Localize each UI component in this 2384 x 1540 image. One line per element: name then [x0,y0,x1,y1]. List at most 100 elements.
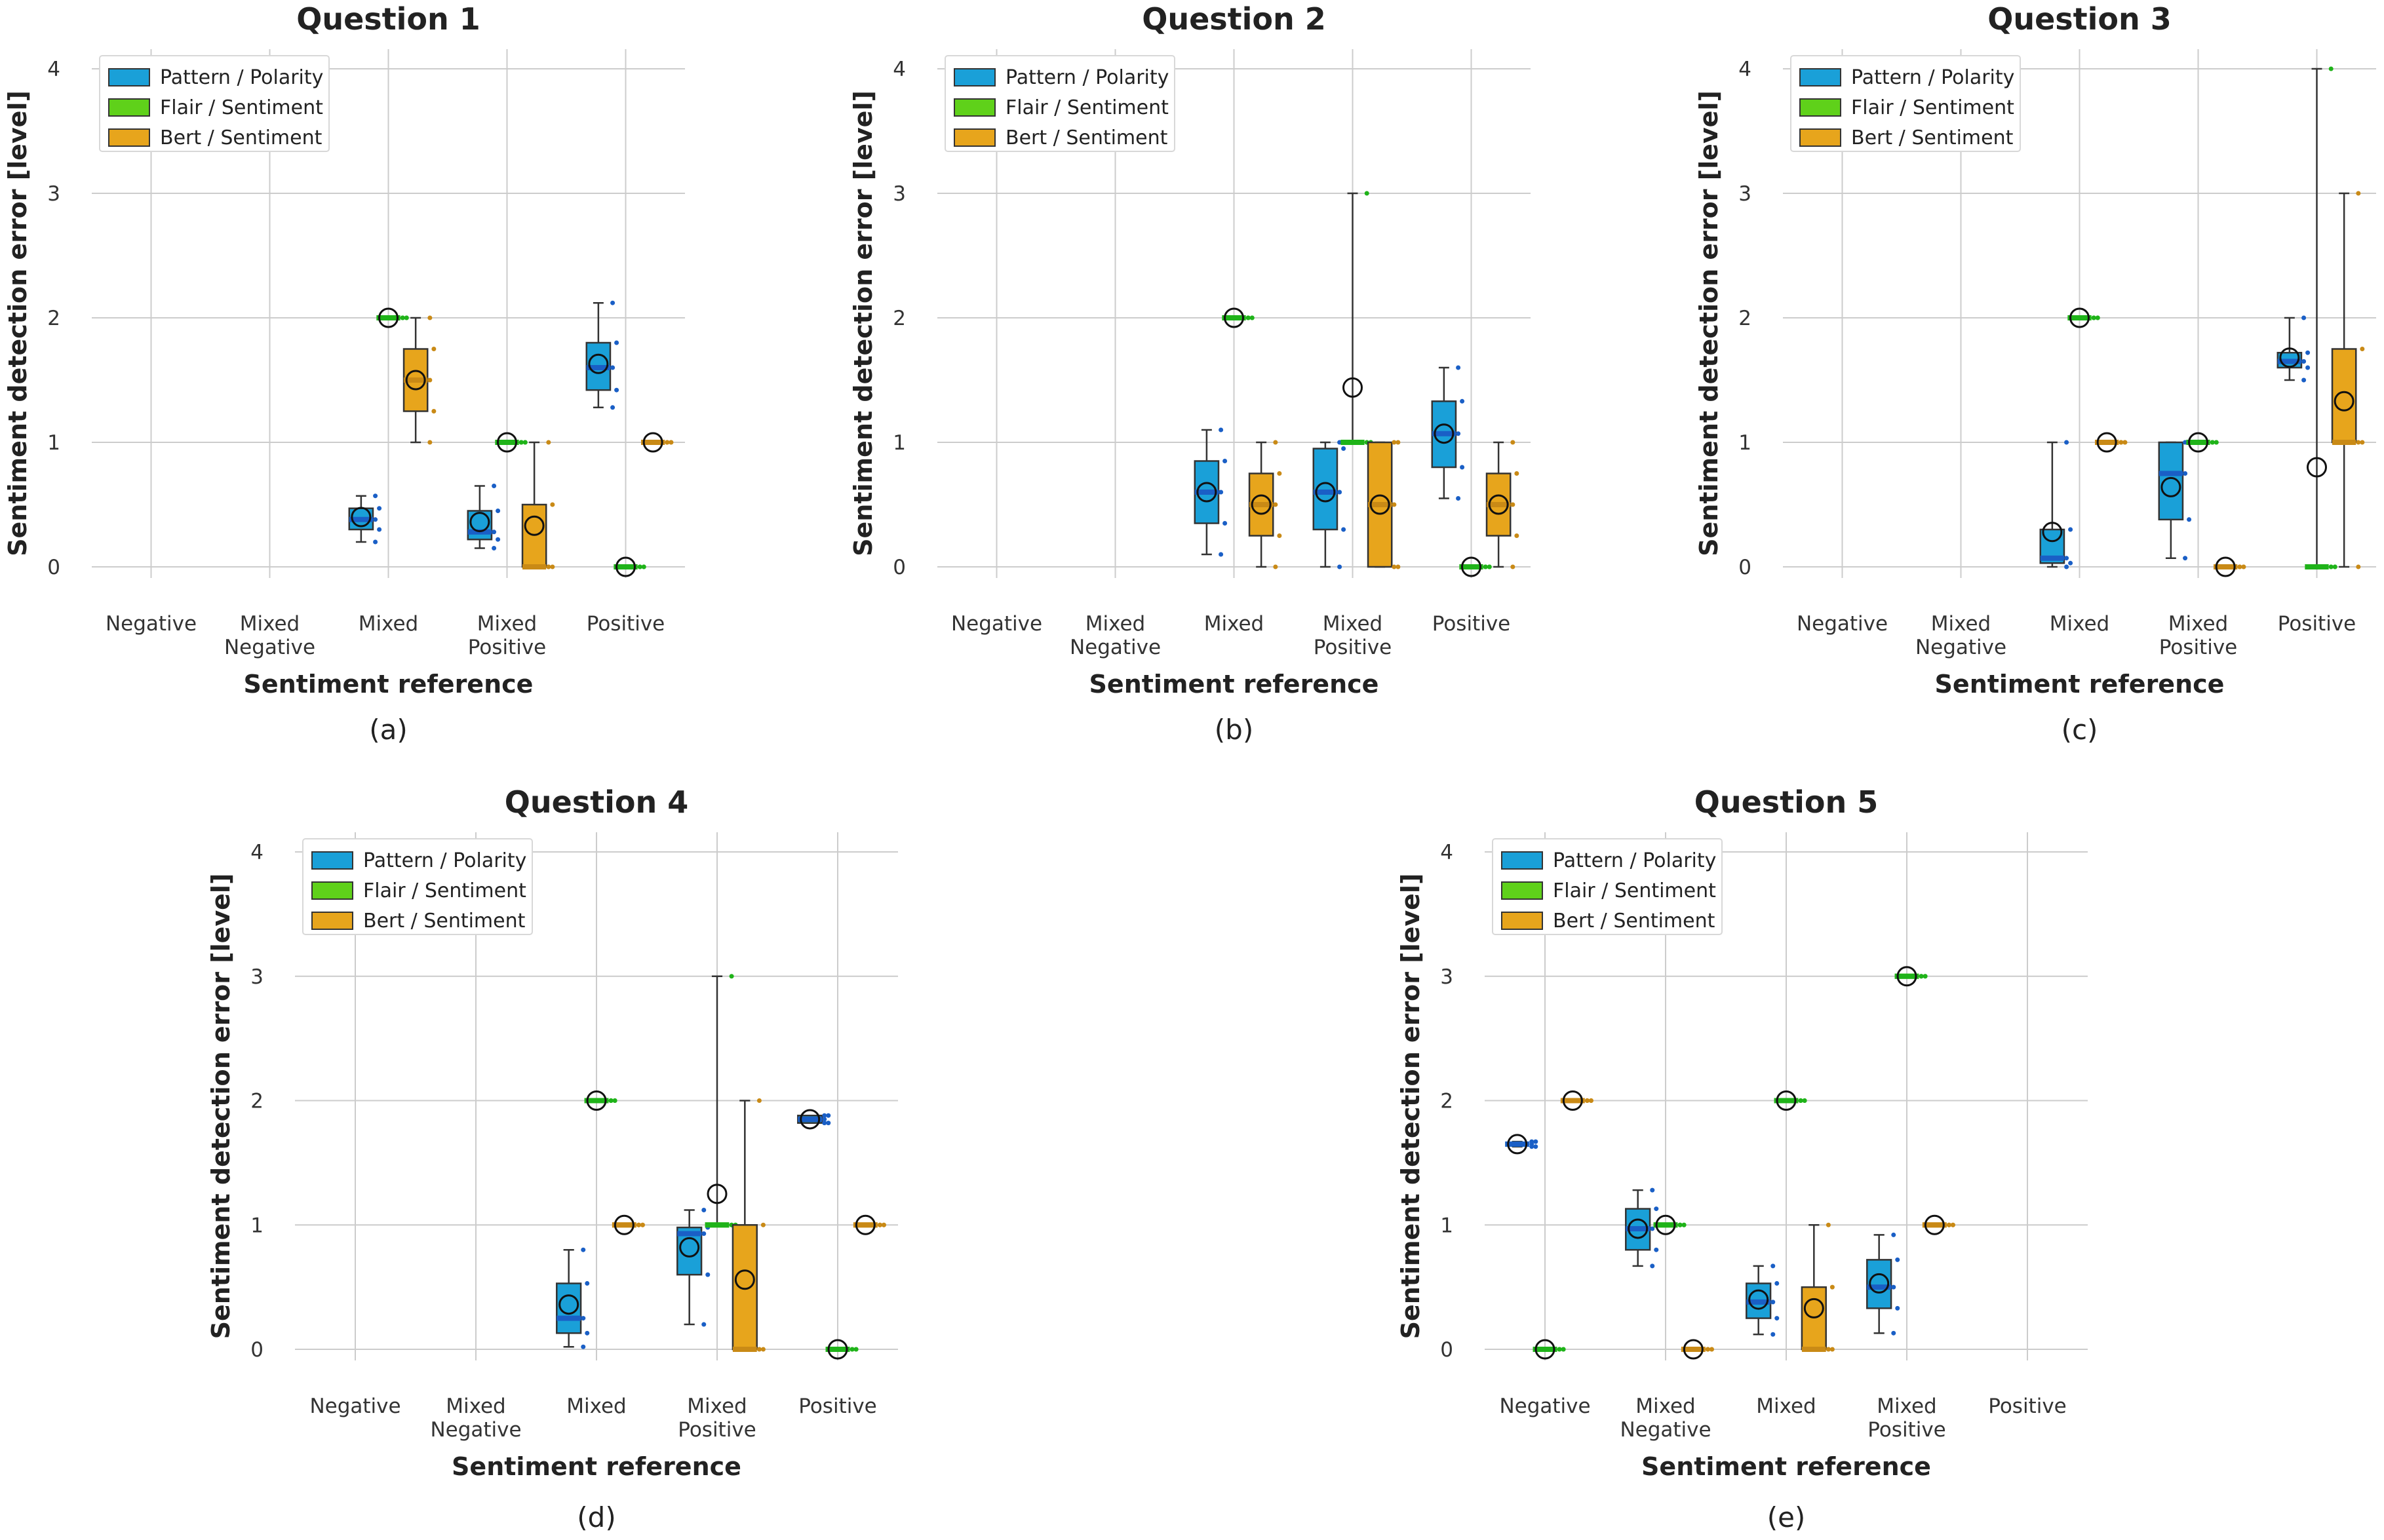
data-point [550,564,555,569]
data-point [826,1113,831,1118]
data-point [881,1222,886,1227]
box-pattern-4 [1431,365,1465,501]
data-point [1456,365,1461,370]
x-tick-label: Mixed [2050,612,2110,636]
y-tick-label: 2 [1440,1090,1453,1113]
x-tick-label: Positive [1988,1395,2067,1418]
data-point [850,1347,855,1352]
data-point [1829,1284,1835,1290]
data-point [877,1222,882,1227]
mean-marker [558,1294,579,1315]
y-axis-label: Sentiment detection error [level] [1694,90,1723,556]
data-point [1341,527,1346,532]
data-point [2356,191,2361,196]
box-flair-4 [1459,556,1492,577]
mean-marker [800,1109,821,1130]
data-point [522,440,528,445]
x-tick-label-line: Mixed [2168,612,2229,636]
y-tick-label: 4 [47,58,60,81]
data-point [1919,974,1924,979]
data-point [610,405,616,410]
box-rect [732,1224,758,1351]
data-point [701,1231,707,1237]
legend-label: Pattern / Polarity [1553,849,1716,872]
y-axis-label: Sentiment detection error [level] [1396,874,1425,1339]
data-point [2095,315,2100,320]
legend-box [1790,55,2021,152]
data-point [1650,1263,1655,1269]
mean-marker [2160,476,2181,497]
data-point [1392,440,1397,445]
mean-marker [1224,307,1244,328]
data-point [2187,517,2192,522]
box-flair-2 [584,1090,617,1111]
data-point [1277,533,1282,538]
x-tick-label: Mixed Negative [1620,1395,1711,1442]
legend-label: Pattern / Polarity [363,849,526,872]
data-point [1510,440,1515,445]
data-point [1514,533,1519,538]
data-point [1460,398,1465,404]
x-tick-label: Mixed Positive [1314,612,1392,659]
data-point [1891,1284,1896,1290]
mean-marker [1803,1298,1824,1319]
mean-marker [1488,494,1509,515]
box-pattern-2 [1746,1263,1780,1337]
data-point [1392,502,1397,507]
y-axis-label: Sentiment detection error [level] [206,874,235,1339]
mean-marker [1655,1214,1676,1235]
box-flair-4 [825,1339,859,1360]
panel-label: (b) [1215,714,1253,746]
x-tick-label: Mixed [359,612,419,636]
y-tick-label: 1 [47,431,60,455]
x-tick-label-line: Positive [1314,636,1392,659]
y-tick-label: 2 [1738,307,1751,330]
box-flair-2 [376,307,409,328]
box-bert-4 [1485,440,1519,569]
mean-marker [1507,1134,1528,1155]
data-point [2064,556,2069,561]
data-point [2360,347,2365,351]
box-bert-3 [1367,440,1401,569]
data-point [826,1121,831,1126]
x-axis-label: Sentiment reference [244,670,534,699]
y-tick-label: 3 [47,182,60,206]
data-point [1396,564,1401,569]
x-tick-label: Positive [2278,612,2356,636]
data-point [705,1272,711,1277]
data-point [373,517,378,522]
y-tick-label: 0 [1738,556,1751,579]
panel-label: (c) [2062,714,2098,746]
data-point [760,1347,766,1352]
data-point [1245,315,1251,320]
data-point [610,300,616,305]
data-point [665,440,670,445]
box-rect [2158,441,2184,521]
data-point [1533,1144,1538,1149]
mean-marker [469,512,490,533]
x-tick-label: Negative [1499,1395,1590,1418]
box-flair-2 [1222,307,1255,328]
mean-marker [1748,1289,1769,1310]
box-pattern-0 [1505,1134,1538,1155]
box-pattern-4 [797,1109,831,1130]
mean-marker [2215,556,2236,577]
data-point [581,1247,586,1252]
data-point [2301,377,2307,383]
x-tick-label: Mixed Positive [2159,612,2238,659]
box-bert-3 [1922,1214,1955,1235]
data-point [2328,66,2334,71]
mean-marker [2307,457,2327,478]
data-point [496,537,501,542]
legend-label: Bert / Sentiment [1851,126,2014,149]
x-tick-label-line: Mixed [1085,612,1146,636]
x-tick-label-line: Mixed [1635,1395,1696,1418]
x-tick-label-line: Negative [1915,636,2006,659]
data-point [637,564,642,569]
data-point [1654,1206,1659,1212]
box-rect [1866,1259,1892,1309]
data-point [1950,1222,1955,1227]
data-point [546,440,551,445]
